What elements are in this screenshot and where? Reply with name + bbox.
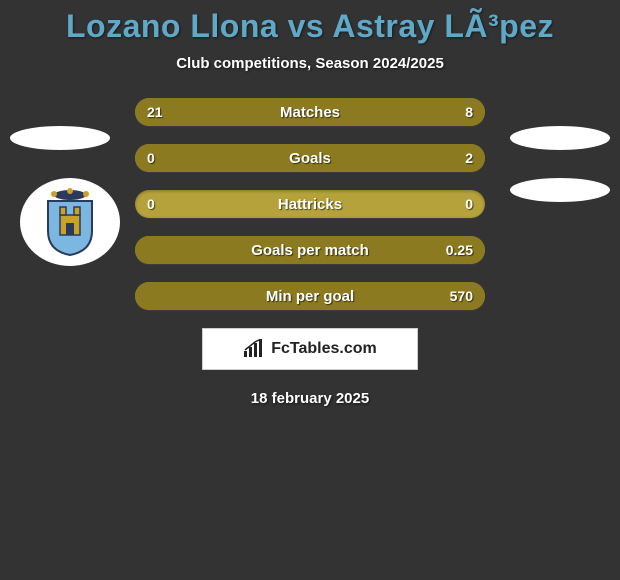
player-left-oval (10, 126, 110, 150)
stat-label: Hattricks (135, 190, 485, 218)
stat-bar-left (135, 98, 387, 126)
stat-row: 0 0Hattricks (135, 190, 485, 218)
stat-row: 570Min per goal (135, 282, 485, 310)
club-left-badge (20, 178, 120, 266)
stat-value-left: 0 (147, 144, 155, 172)
watermark-text: FcTables.com (271, 340, 377, 358)
stat-value-right: 0 (465, 190, 473, 218)
watermark-badge: FcTables.com (202, 328, 418, 370)
stat-value-left: 0 (147, 190, 155, 218)
stat-value-right: 570 (450, 282, 473, 310)
stat-bar-right (135, 236, 485, 264)
stat-bar-right (135, 144, 485, 172)
stat-value-right: 0.25 (446, 236, 473, 264)
club-right-oval (510, 178, 610, 202)
player-right-oval (510, 126, 610, 150)
stat-row: 02Goals (135, 144, 485, 172)
stat-row: 218Matches (135, 98, 485, 126)
stat-value-right: 2 (465, 144, 473, 172)
stat-row: 0.25Goals per match (135, 236, 485, 264)
bar-chart-icon (243, 339, 265, 359)
date-line: 18 february 2025 (0, 390, 620, 407)
club-crest-icon (40, 187, 100, 257)
stat-value-right: 8 (465, 98, 473, 126)
subtitle: Club competitions, Season 2024/2025 (0, 55, 620, 72)
stat-value-left: 21 (147, 98, 163, 126)
infographic-container: Lozano Llona vs Astray LÃ³pez Club compe… (0, 0, 620, 407)
stat-bar-right (135, 282, 485, 310)
page-title: Lozano Llona vs Astray LÃ³pez (0, 8, 620, 45)
